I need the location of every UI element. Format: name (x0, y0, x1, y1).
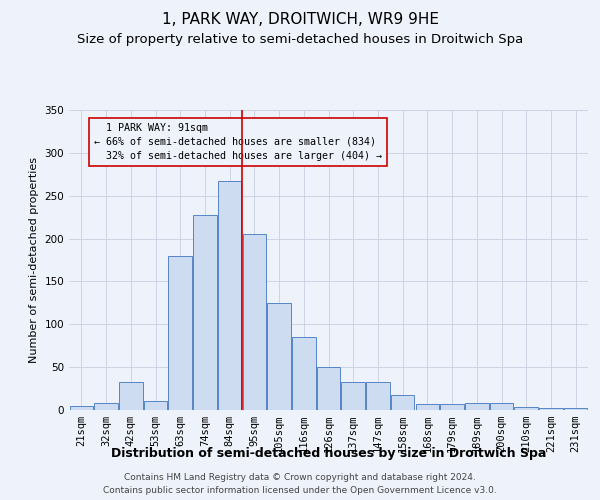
Bar (242, 234, 266, 410)
Text: Contains HM Land Registry data © Crown copyright and database right 2024.
Contai: Contains HM Land Registry data © Crown c… (103, 474, 497, 495)
Bar (440, 404, 464, 410)
Bar (292, 337, 316, 410)
Bar (490, 403, 513, 410)
Y-axis label: Number of semi-detached properties: Number of semi-detached properties (29, 157, 39, 363)
Text: Size of property relative to semi-detached houses in Droitwich Spa: Size of property relative to semi-detach… (77, 32, 523, 46)
Bar (564, 408, 587, 410)
Bar (193, 216, 217, 410)
Bar (70, 406, 93, 410)
Bar (341, 382, 365, 410)
Bar (268, 303, 291, 410)
Bar (317, 367, 340, 410)
Bar (391, 396, 415, 410)
Bar (94, 403, 118, 410)
Bar (218, 181, 241, 410)
Bar (366, 382, 389, 410)
Bar (144, 402, 167, 410)
Bar (514, 408, 538, 410)
Text: Distribution of semi-detached houses by size in Droitwich Spa: Distribution of semi-detached houses by … (111, 448, 547, 460)
Bar (416, 404, 439, 410)
Bar (539, 408, 563, 410)
Bar (465, 403, 488, 410)
Bar (169, 256, 192, 410)
Text: 1, PARK WAY, DROITWICH, WR9 9HE: 1, PARK WAY, DROITWICH, WR9 9HE (161, 12, 439, 28)
Bar (119, 382, 143, 410)
Text: 1 PARK WAY: 91sqm
← 66% of semi-detached houses are smaller (834)
  32% of semi-: 1 PARK WAY: 91sqm ← 66% of semi-detached… (94, 123, 382, 161)
